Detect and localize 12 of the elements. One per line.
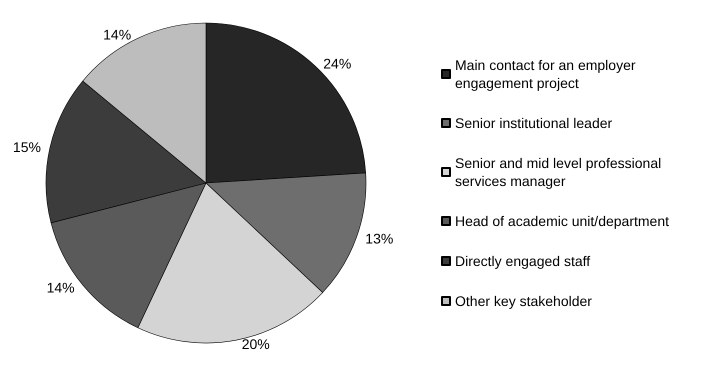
data-label: 15%	[12, 139, 41, 156]
legend-label: Directly engaged staff	[455, 253, 590, 269]
data-label: 20%	[242, 336, 270, 352]
data-label: 13%	[365, 230, 394, 247]
legend-label: Senior and mid level professional services manager	[455, 155, 666, 189]
data-label: 14%	[103, 26, 132, 43]
legend-label: Head of academic unit/department	[455, 213, 670, 229]
data-label: 24%	[323, 55, 352, 72]
legend-label: Main contact for an employer engagement project	[455, 57, 640, 91]
legend-label: Other key stakeholder	[455, 293, 592, 309]
legend-label: Senior institutional leader	[455, 115, 613, 131]
data-label: 14%	[46, 280, 75, 296]
